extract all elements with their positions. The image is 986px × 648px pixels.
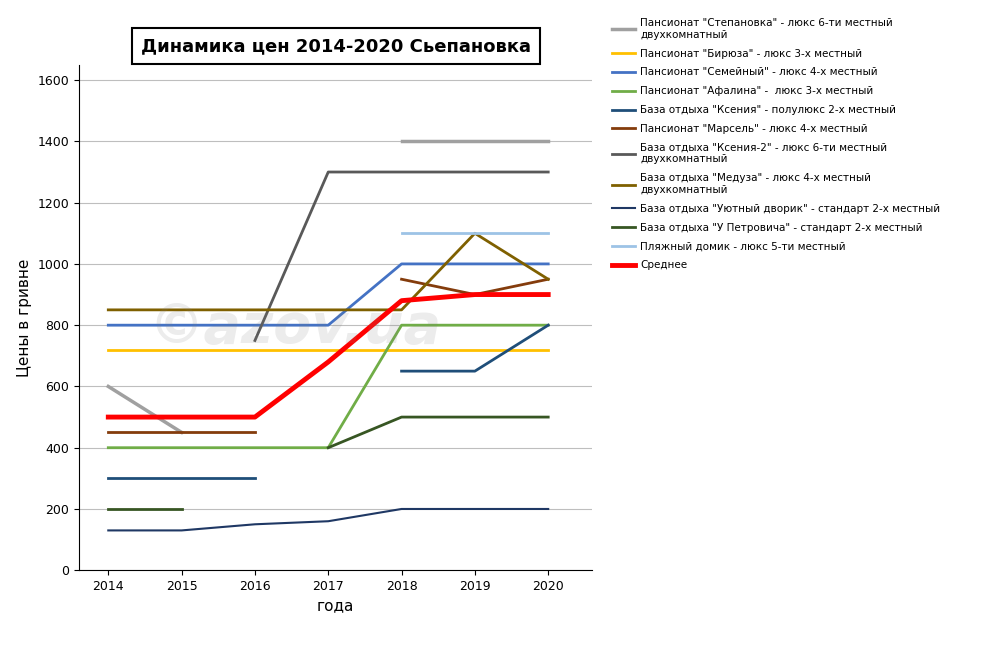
Legend: Пансионат "Степановка" - люкс 6-ти местный
двухкомнатный, Пансионат "Бирюза" - л: Пансионат "Степановка" - люкс 6-ти местн… <box>611 18 940 270</box>
Title: Динамика цен 2014-2020 Сьепановка: Динамика цен 2014-2020 Сьепановка <box>140 37 530 55</box>
Y-axis label: Цены в гривне: Цены в гривне <box>17 259 32 376</box>
Text: ©azov.ua: ©azov.ua <box>148 301 441 354</box>
X-axis label: года: года <box>317 599 354 614</box>
